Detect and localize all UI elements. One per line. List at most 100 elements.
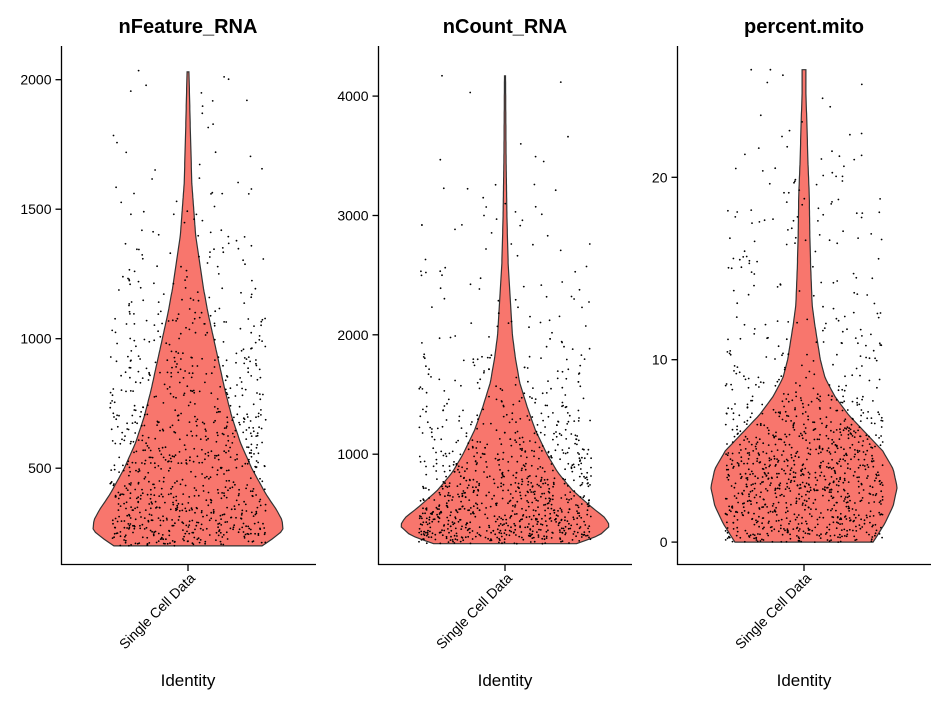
- data-point: [458, 420, 460, 422]
- data-point: [418, 455, 421, 458]
- data-point: [535, 430, 538, 433]
- data-point: [832, 441, 835, 443]
- data-point: [220, 229, 223, 232]
- data-point: [204, 476, 206, 479]
- data-point: [780, 540, 783, 543]
- data-point: [243, 537, 246, 539]
- data-point: [541, 537, 544, 540]
- data-point: [516, 460, 519, 463]
- data-point: [468, 531, 471, 534]
- data-point: [757, 452, 760, 455]
- data-point: [137, 280, 140, 283]
- data-point: [131, 422, 134, 424]
- data-point: [737, 501, 739, 504]
- data-point: [455, 532, 458, 535]
- data-point: [418, 387, 421, 390]
- data-point: [515, 534, 517, 536]
- data-point: [134, 462, 137, 464]
- data-point: [466, 187, 469, 190]
- data-point: [166, 542, 169, 545]
- data-point: [753, 284, 755, 287]
- data-point: [751, 412, 753, 415]
- data-point: [750, 68, 753, 71]
- data-point: [786, 529, 789, 532]
- data-point: [259, 398, 262, 401]
- data-point: [425, 410, 427, 413]
- data-point: [849, 446, 851, 449]
- data-point: [538, 457, 540, 460]
- data-point: [563, 529, 566, 532]
- data-point: [498, 524, 500, 527]
- data-point: [212, 421, 215, 424]
- data-point: [133, 527, 136, 530]
- data-point: [428, 488, 430, 491]
- data-point: [796, 535, 798, 537]
- data-point: [732, 412, 735, 415]
- data-point: [838, 460, 841, 463]
- data-point: [831, 150, 833, 153]
- data-point: [746, 403, 749, 406]
- data-point: [728, 475, 730, 477]
- data-point: [532, 514, 535, 517]
- data-point: [128, 524, 131, 527]
- data-point: [454, 516, 457, 518]
- data-point: [128, 304, 130, 307]
- data-point: [217, 454, 220, 457]
- data-point: [753, 333, 756, 335]
- data-point: [254, 287, 257, 290]
- data-point: [529, 440, 531, 442]
- data-point: [526, 500, 528, 502]
- data-point: [567, 420, 570, 423]
- data-point: [555, 514, 558, 517]
- data-point: [797, 514, 800, 516]
- data-point: [172, 396, 175, 398]
- data-point: [497, 486, 499, 489]
- data-point: [547, 507, 549, 510]
- data-point: [793, 463, 796, 466]
- data-point: [861, 444, 864, 447]
- data-point: [814, 476, 817, 479]
- data-point: [868, 357, 871, 360]
- data-point: [830, 203, 833, 205]
- data-point: [421, 224, 423, 226]
- data-point: [860, 83, 863, 86]
- data-point: [778, 487, 781, 490]
- data-point: [210, 392, 213, 395]
- data-point: [130, 359, 132, 362]
- data-point: [139, 415, 142, 418]
- data-point: [160, 487, 163, 490]
- data-point: [751, 489, 754, 492]
- data-point: [825, 466, 828, 468]
- y-tick-label: 20: [652, 169, 668, 185]
- data-point: [488, 336, 490, 338]
- data-point: [585, 534, 587, 537]
- data-point: [503, 538, 506, 541]
- data-point: [566, 412, 569, 414]
- data-point: [761, 481, 763, 484]
- data-point: [796, 484, 799, 487]
- data-point: [736, 425, 739, 428]
- data-point: [826, 486, 829, 489]
- data-point: [531, 416, 534, 418]
- data-point: [755, 539, 758, 541]
- data-point: [826, 508, 829, 511]
- data-point: [197, 234, 200, 237]
- data-point: [768, 465, 771, 468]
- data-point: [142, 449, 145, 452]
- data-point: [804, 508, 806, 511]
- data-point: [177, 419, 180, 422]
- data-point: [233, 416, 235, 419]
- data-point: [838, 385, 840, 388]
- data-point: [801, 121, 803, 123]
- data-point: [170, 492, 172, 495]
- data-point: [727, 407, 730, 410]
- data-point: [147, 436, 150, 439]
- data-point: [834, 472, 837, 475]
- data-point: [537, 506, 539, 509]
- data-point: [560, 527, 563, 530]
- data-point: [130, 350, 133, 352]
- data-point: [182, 522, 185, 525]
- data-point: [123, 439, 126, 442]
- data-point: [207, 504, 210, 507]
- data-point: [225, 427, 228, 429]
